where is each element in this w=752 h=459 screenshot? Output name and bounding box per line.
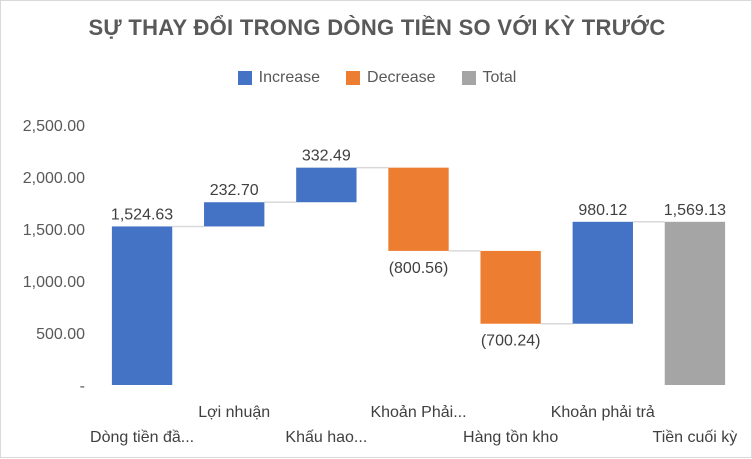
legend-swatch-decrease (346, 71, 361, 85)
legend-swatch-increase (237, 71, 252, 85)
bar-decrease (388, 167, 449, 251)
data-label: 332.49 (302, 148, 351, 165)
x-category-label: Dòng tiền đầ... (90, 429, 194, 446)
chart-title: SỰ THAY ĐỔI TRONG DÒNG TIỀN SO VỚI KỲ TR… (88, 15, 666, 40)
legend-swatch-total (461, 71, 476, 85)
chart-legend: Increase Decrease Total (1, 69, 752, 87)
data-label: (800.56) (389, 260, 449, 277)
data-label: 232.70 (210, 182, 259, 199)
x-category-label: Hàng tồn kho (463, 429, 558, 446)
bar-increase (572, 221, 633, 324)
legend-item-decrease: Decrease (346, 69, 436, 87)
y-tick-label: 2,000.00 (23, 170, 85, 187)
legend-item-total: Total (461, 69, 517, 87)
legend-label-total: Total (482, 69, 517, 86)
legend-label-decrease: Decrease (367, 69, 436, 86)
data-label: 980.12 (578, 202, 627, 219)
y-tick-label: 500.00 (36, 326, 85, 343)
bar-increase (296, 167, 357, 203)
data-label: 1,569.13 (664, 202, 726, 219)
y-tick-label: 1,000.00 (23, 274, 85, 291)
data-label: (700.24) (481, 333, 541, 350)
bar-increase (111, 226, 173, 385)
legend-label-increase: Increase (258, 69, 321, 86)
legend-item-increase: Increase (237, 69, 321, 87)
x-category-label: Lợi nhuận (198, 404, 270, 421)
x-category-label: Khoản phải trả (551, 404, 655, 421)
x-category-label: Tiền cuối kỳ (653, 429, 738, 446)
x-category-label: Khoản Phải... (370, 404, 466, 421)
bar-total (664, 221, 726, 385)
y-tick-label: 1,500.00 (23, 222, 85, 239)
y-tick-label: 2,500.00 (23, 118, 85, 135)
data-label: 1,524.63 (111, 206, 173, 223)
bar-increase (204, 202, 265, 227)
y-tick-label: - (80, 378, 85, 395)
bar-decrease (480, 250, 541, 324)
x-category-label: Khấu hao... (285, 429, 367, 446)
